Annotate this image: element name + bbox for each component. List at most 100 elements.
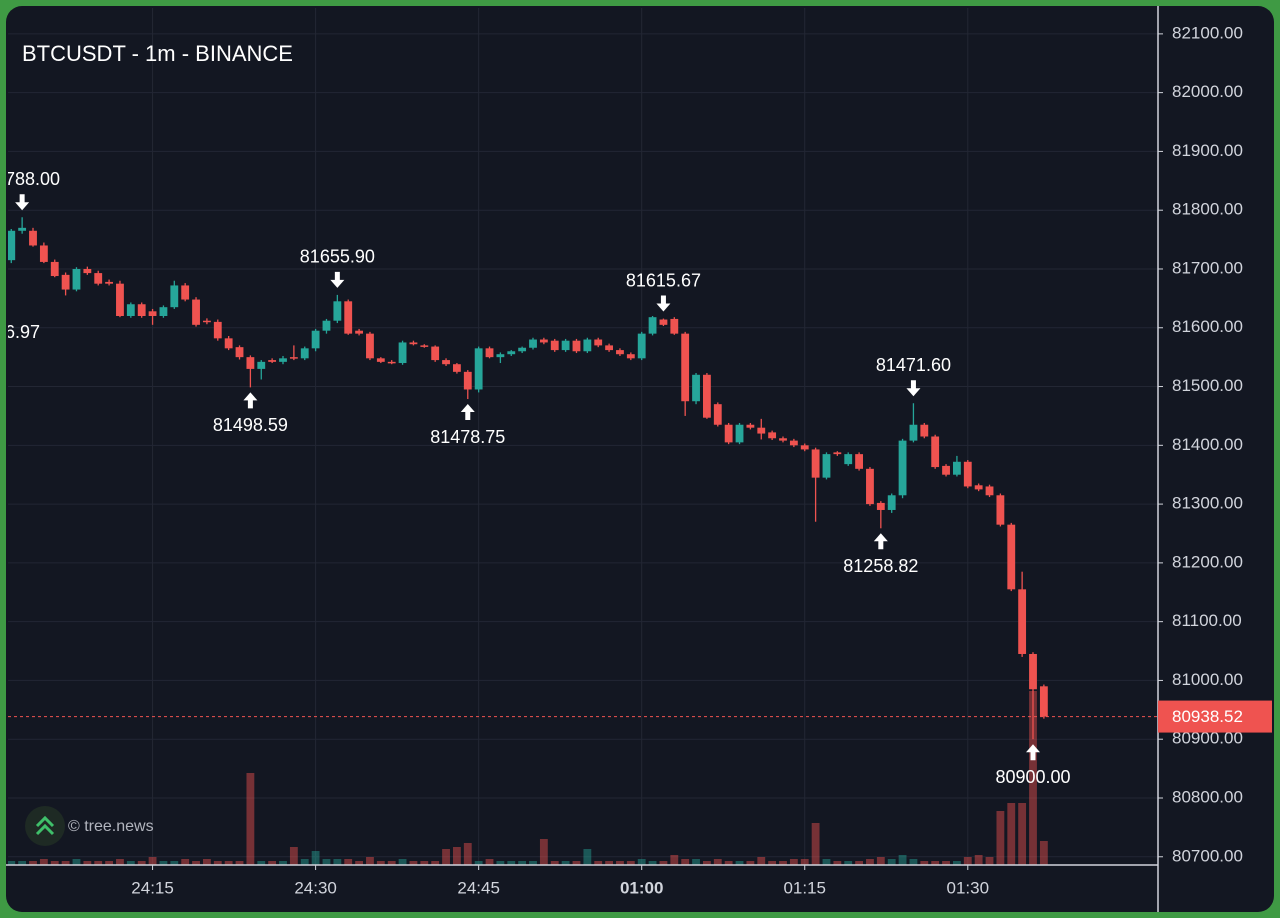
candle-body xyxy=(659,319,668,325)
candle-body xyxy=(692,374,700,402)
candle-body xyxy=(409,342,418,345)
candle-body xyxy=(463,371,472,390)
candle-body xyxy=(833,452,842,455)
candle-body xyxy=(431,346,440,361)
candle-body xyxy=(1007,524,1016,590)
volume-bar xyxy=(898,855,907,865)
x-tick-label: 01:15 xyxy=(783,878,826,897)
candle-body xyxy=(681,333,690,402)
grid xyxy=(8,8,1158,865)
volume-bar xyxy=(507,861,516,865)
candle-body xyxy=(746,424,755,428)
y-tick-label: 81400.00 xyxy=(1172,435,1243,454)
volume-bar xyxy=(855,861,863,865)
volume-bar xyxy=(50,861,59,865)
candle-body xyxy=(822,454,831,478)
volume-bar xyxy=(561,861,570,865)
volume-bar xyxy=(72,859,81,865)
candle-body xyxy=(876,502,885,510)
y-tick-label: 81800.00 xyxy=(1172,200,1243,219)
candle-body xyxy=(1039,686,1048,717)
candle-body xyxy=(61,274,70,290)
candle-body xyxy=(1018,589,1027,654)
annotation-label: 6.97 xyxy=(6,322,40,342)
volume-bar xyxy=(518,861,527,865)
candle-body xyxy=(29,230,37,246)
candle-body xyxy=(507,351,516,355)
candle-body xyxy=(583,339,592,352)
candle-body xyxy=(789,440,798,446)
y-tick-label: 82000.00 xyxy=(1172,82,1243,101)
chart-title: BTCUSDT - 1m - BINANCE xyxy=(22,41,293,66)
x-tick-label: 24:30 xyxy=(294,878,337,897)
candle-body xyxy=(366,333,374,359)
volume-bar xyxy=(1029,691,1037,865)
x-tick-label: 01:30 xyxy=(947,878,990,897)
candle-body xyxy=(485,348,494,358)
volume-bar xyxy=(703,861,711,865)
candle-body xyxy=(887,495,896,510)
candle-body xyxy=(898,440,907,496)
volume-bar xyxy=(474,861,483,865)
y-tick-label: 81500.00 xyxy=(1172,376,1243,395)
candle-body xyxy=(279,358,287,362)
candle-body xyxy=(909,424,918,441)
candle-body xyxy=(605,345,613,351)
candle-body xyxy=(72,268,81,290)
y-tick-label: 80800.00 xyxy=(1172,787,1243,806)
volume-bar xyxy=(811,823,820,865)
annotation-label: 81478.75 xyxy=(430,427,505,447)
volume-bar xyxy=(866,859,874,865)
volume-bar xyxy=(974,855,983,865)
candle-body xyxy=(648,317,657,334)
volume-bar xyxy=(963,857,972,865)
candle-body xyxy=(159,307,168,317)
candle-body xyxy=(50,261,59,277)
y-tick-label: 81900.00 xyxy=(1172,141,1243,160)
candle-body xyxy=(496,354,505,358)
volume-bar xyxy=(300,859,309,865)
candle-body xyxy=(963,461,972,487)
candle-body xyxy=(18,227,27,231)
candle-body xyxy=(355,330,363,334)
candle-body xyxy=(83,268,92,274)
candle-body xyxy=(322,320,331,331)
axes: 80700.00 80800.00 80900.00 81000.00 81100.00… xyxy=(6,6,1243,912)
candle-body xyxy=(594,339,603,346)
annotation-arrow xyxy=(1026,744,1040,761)
volume-bar xyxy=(572,861,581,865)
volume-bar xyxy=(909,859,918,865)
volume-bar xyxy=(496,861,505,865)
candle-body xyxy=(974,485,983,490)
volume-bar xyxy=(648,861,657,865)
candle-body xyxy=(39,245,48,262)
volume-bar xyxy=(322,859,331,865)
volume-bar xyxy=(779,861,787,865)
x-tick-label: 24:15 xyxy=(131,878,174,897)
candle-body xyxy=(539,339,548,343)
volume-bar xyxy=(376,861,385,865)
volume-bar xyxy=(485,859,494,865)
volume-bar xyxy=(800,859,809,865)
volume-bar xyxy=(333,859,342,865)
volume-bar xyxy=(387,861,396,865)
candle-body xyxy=(811,449,820,478)
candle-body xyxy=(985,486,994,496)
y-tick-label: 80900.00 xyxy=(1172,729,1243,748)
candle-body xyxy=(289,357,298,359)
candle-body xyxy=(192,299,200,325)
candle-body xyxy=(713,404,722,425)
annotation-label: 81258.82 xyxy=(843,556,918,576)
volume-bar xyxy=(844,861,853,865)
annotation-label: 81615.67 xyxy=(626,270,701,290)
candle-body xyxy=(616,350,624,355)
volume-bar xyxy=(431,861,440,865)
candle-body xyxy=(724,424,733,443)
annotation-arrow xyxy=(656,295,671,312)
candle-body xyxy=(529,339,537,348)
annotation-label: 81471.60 xyxy=(876,355,951,375)
volume-bar xyxy=(94,861,103,865)
volume-bar xyxy=(594,861,603,865)
volume-bar xyxy=(170,861,179,865)
volume-bar xyxy=(887,859,896,865)
